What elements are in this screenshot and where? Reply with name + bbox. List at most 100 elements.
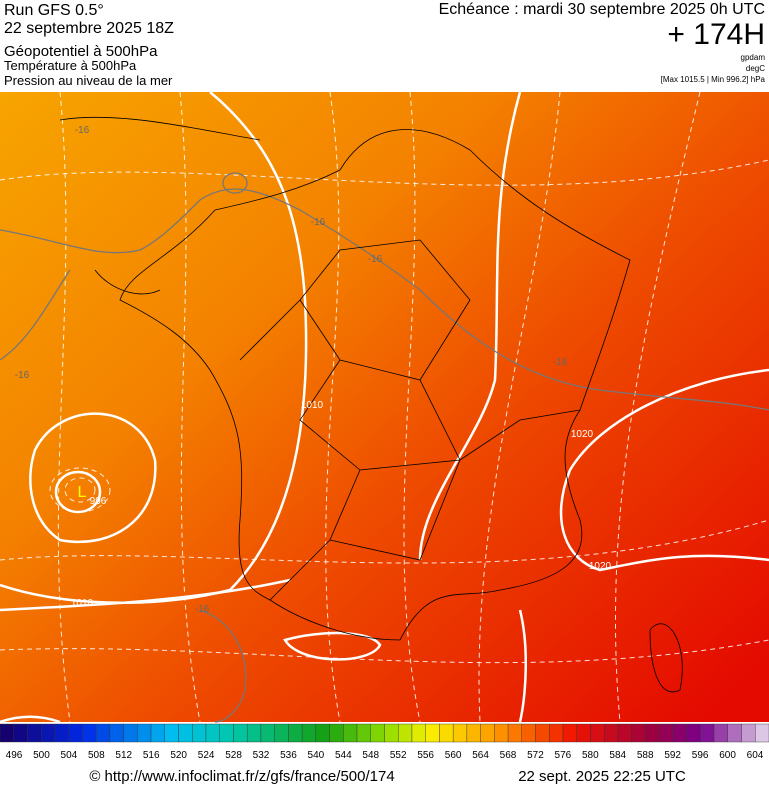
colorbar-swatch: [343, 723, 358, 743]
colorbar-swatch: [27, 723, 42, 743]
colorbar-swatch: [150, 723, 165, 743]
borders: [59, 116, 683, 693]
contour-label: -16: [311, 217, 326, 228]
contour-label: 1010: [71, 598, 94, 609]
unit: degC: [746, 64, 765, 73]
temperature-contours: [0, 172, 769, 723]
colorbar-swatch: [521, 723, 536, 743]
colorbar-swatch: [549, 723, 564, 743]
colorbar-swatch: [82, 723, 97, 743]
contour-label: 1020: [589, 561, 612, 572]
colorbar-swatch: [617, 723, 632, 743]
colorbar-swatch: [315, 723, 330, 743]
colorbar-label: 528: [225, 750, 242, 761]
colorbar-swatch: [631, 723, 646, 743]
colorbar-swatch: [562, 723, 577, 743]
colorbar-swatch: [535, 723, 550, 743]
colorbar-label: 564: [472, 750, 489, 761]
colorbar-swatch: [233, 723, 248, 743]
unit: gpdam: [741, 53, 766, 62]
colorbar-swatch: [700, 723, 715, 743]
colorbar-label: 544: [335, 750, 352, 761]
map: [0, 91, 769, 724]
contour-label: -16: [75, 125, 90, 136]
colorbar-swatch: [288, 723, 303, 743]
colorbar-swatch: [301, 723, 317, 743]
colorbar-label: 536: [280, 750, 297, 761]
contour-label: 1010: [301, 400, 324, 411]
colorbar-label: 516: [143, 750, 160, 761]
colorbar-swatch: [219, 723, 234, 743]
field: Pression au niveau de la mer: [4, 73, 173, 88]
colorbar-label: 568: [500, 750, 517, 761]
colorbar-label: 524: [198, 750, 215, 761]
colorbar-swatch: [205, 723, 220, 743]
contour-label: 1020: [571, 429, 594, 440]
colorbar-label: 576: [555, 750, 572, 761]
colorbar-swatch: [713, 723, 729, 743]
colorbar-swatch: [411, 723, 426, 743]
colorbar-swatch: [40, 723, 56, 743]
colorbar-label: 584: [609, 750, 626, 761]
colorbar-swatch: [439, 723, 454, 743]
colorbar-swatch: [356, 723, 371, 743]
colorbar-swatch: [398, 723, 413, 743]
colorbar-label: 508: [88, 750, 105, 761]
colorbar-swatch: [425, 723, 440, 743]
colorbar-swatch: [109, 723, 124, 743]
run-date: 22 septembre 2025 18Z: [4, 20, 174, 37]
colorbar-swatch: [480, 723, 495, 743]
colorbar-swatch: [329, 723, 344, 743]
hour: + 174H: [667, 18, 765, 51]
colorbar-swatch: [95, 723, 111, 743]
map-field: [0, 92, 769, 722]
colorbar-label: 580: [582, 750, 599, 761]
colorbar-swatch: [507, 723, 523, 743]
colorbar-label: 560: [445, 750, 462, 761]
colorbar-label: 496: [6, 750, 23, 761]
colorbar-label: 600: [719, 750, 736, 761]
colorbar-label: 532: [253, 750, 270, 761]
colorbar-label: 556: [417, 750, 434, 761]
echeance: Echéance : mardi 30 septembre 2025 0h UT…: [439, 1, 765, 18]
colorbar-swatch: [590, 723, 605, 743]
colorbar-label: 572: [527, 750, 544, 761]
colorbar-swatch: [123, 723, 138, 743]
contour-label: -16: [195, 604, 210, 615]
colorbar-label: 588: [637, 750, 654, 761]
colorbar-swatch: [741, 723, 756, 743]
colorbar-label: 592: [664, 750, 681, 761]
colorbar-swatch: [452, 723, 468, 743]
contour-label: -16: [368, 254, 383, 265]
colorbar: 496 500 504 508 512 516 520 524 528 532 536 540 544 5…: [0, 723, 769, 761]
colorbar-swatch: [137, 723, 152, 743]
colorbar-swatch: [604, 723, 619, 743]
colorbar-swatch: [370, 723, 385, 743]
field: Température à 500hPa: [4, 58, 137, 73]
colorbar-swatch: [54, 723, 69, 743]
colorbar-swatch: [494, 723, 509, 743]
run: Run GFS 0.5°: [4, 2, 104, 19]
dashed-contours: [0, 91, 769, 723]
colorbar-swatch: [658, 723, 674, 743]
isobars: [0, 91, 769, 724]
contour-label: 996: [90, 496, 107, 507]
colorbar-swatch: [13, 723, 28, 743]
colorbar-swatch: [68, 723, 83, 743]
colorbar-swatch: [576, 723, 591, 743]
colorbar-label: 548: [362, 750, 379, 761]
colorbar-label: 512: [115, 750, 132, 761]
contour-label: -16: [15, 370, 30, 381]
colorbar-swatch: [466, 723, 481, 743]
range: [Max 1015.5 | Min 996.2] hPa: [661, 75, 766, 84]
colorbar-label: 500: [33, 750, 50, 761]
field: Géopotentiel à 500hPa: [4, 43, 158, 60]
colorbar-label: 520: [170, 750, 187, 761]
footer-stamp: 22 sept. 2025 22:25 UTC: [518, 768, 686, 785]
colorbar-swatch: [645, 723, 660, 743]
colorbar-swatch: [274, 723, 289, 743]
colorbar-swatch: [246, 723, 262, 743]
colorbar-swatch: [384, 723, 399, 743]
colorbar-swatch: [672, 723, 687, 743]
colorbar-swatch: [727, 723, 742, 743]
